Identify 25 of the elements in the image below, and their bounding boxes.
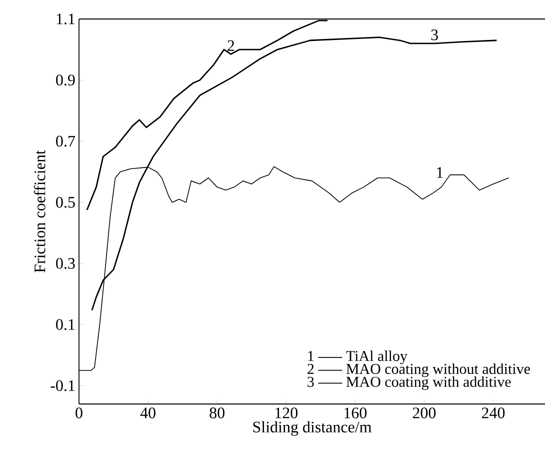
- y-tick-label: 0.3: [56, 258, 75, 269]
- x-tick-label: 160: [344, 408, 367, 418]
- legend-label: MAO coating with additive: [346, 376, 511, 390]
- x-tick-label: 0: [76, 408, 82, 418]
- x-axis-title: Sliding distance/m: [253, 421, 372, 436]
- y-tick-label: 0.5: [56, 196, 75, 208]
- y-tick-label: 0.1: [56, 319, 75, 330]
- y-axis-title: Friction coefficient: [34, 150, 46, 272]
- text: 3: [308, 376, 314, 387]
- x-tick-label: 40: [140, 408, 156, 418]
- x-tick-label: 80: [210, 408, 224, 418]
- legend-label: MAO coating without additive: [346, 363, 530, 378]
- text: 2: [308, 364, 314, 374]
- x-tick-label: 200: [412, 408, 436, 418]
- text: 1: [308, 351, 314, 361]
- annotation: 2: [228, 40, 234, 51]
- y-tick-label: 0.7: [56, 136, 76, 147]
- x-tick-label: 120: [276, 408, 298, 418]
- y-tick-label: -0.1: [50, 380, 75, 392]
- y-tick-label: 1.1: [56, 14, 75, 24]
- x-tick-label: 240: [482, 408, 505, 418]
- annotation: 1: [437, 167, 443, 178]
- annotation: 3: [431, 29, 438, 40]
- y-tick-label: 0.9: [56, 74, 75, 86]
- legend-label: TiAl alloy: [346, 350, 408, 364]
